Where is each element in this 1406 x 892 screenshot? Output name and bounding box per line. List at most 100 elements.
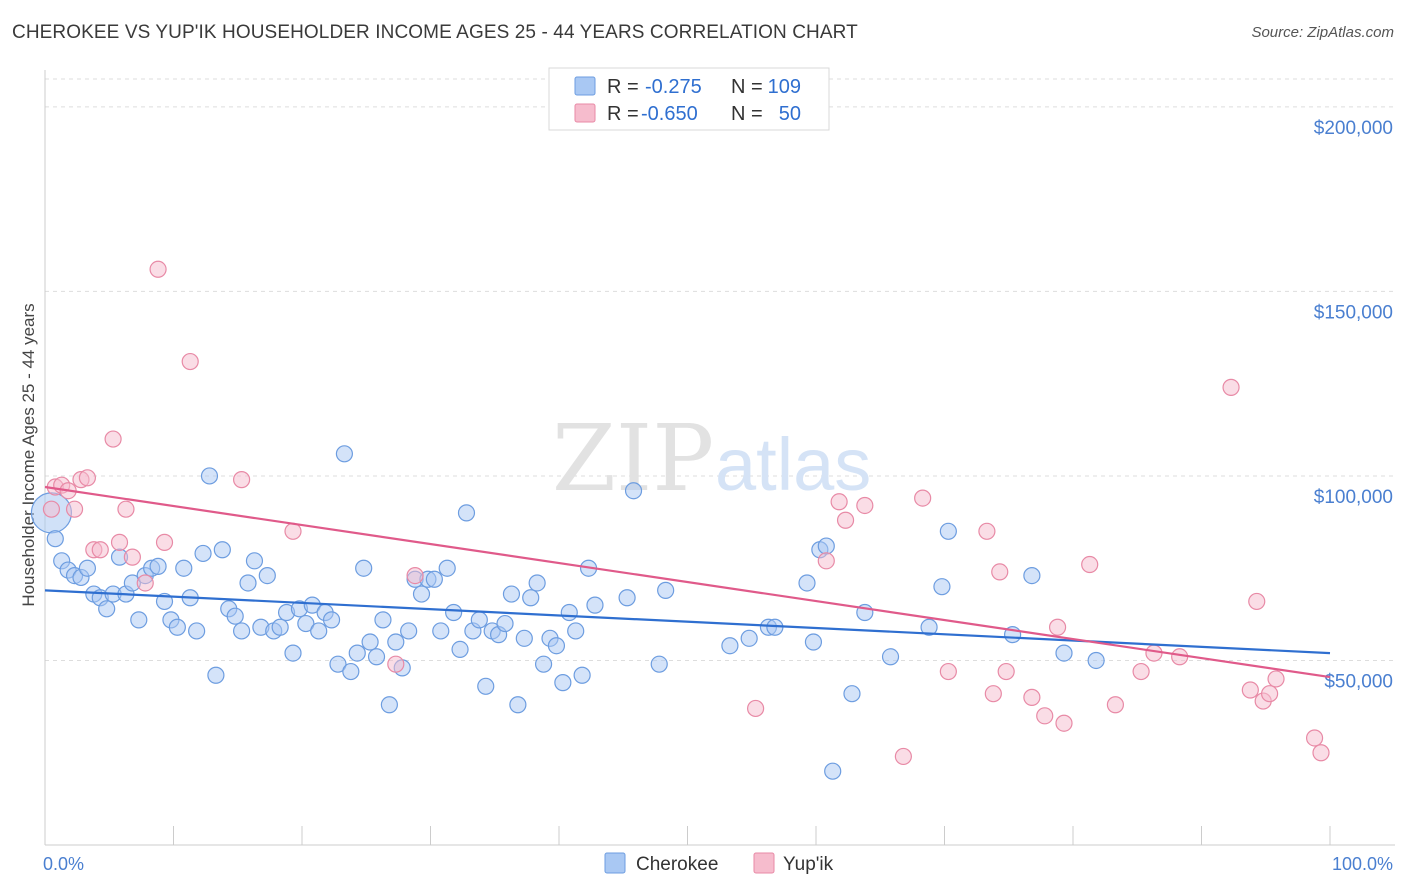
data-point [1023, 566, 1041, 585]
data-point [226, 607, 244, 625]
data-point [1023, 688, 1041, 706]
data-point [650, 655, 668, 673]
data-point [547, 637, 566, 655]
data-point [1048, 618, 1067, 636]
bottom-legend-yupik: Yup'ik [783, 854, 834, 875]
y-tick-label: $150,000 [1314, 302, 1393, 323]
x-tick-label-start: 0.0% [43, 854, 84, 874]
watermark-atlas: atlas [715, 423, 871, 506]
data-point [1248, 592, 1266, 611]
data-point [457, 504, 476, 522]
data-point [817, 552, 835, 570]
chart-title: CHEROKEE VS YUP'IK HOUSEHOLDER INCOME AG… [12, 22, 858, 43]
data-point [432, 622, 450, 640]
stats-legend: R = -0.275 N = 109 R = -0.650 N = 50 [548, 67, 830, 131]
data-point [502, 585, 521, 603]
data-point [149, 557, 167, 575]
data-point [567, 622, 585, 640]
legend-r-value-1: -0.275 [645, 76, 702, 98]
data-point [477, 677, 495, 695]
data-point [355, 559, 373, 577]
data-point [528, 574, 546, 592]
data-point [894, 747, 912, 766]
y-axis-title: Householder Income Ages 25 - 44 years [19, 303, 38, 606]
y-tick-label: $50,000 [1324, 671, 1393, 692]
data-point [271, 618, 289, 636]
data-point [1267, 670, 1285, 688]
data-point [470, 611, 488, 629]
x-tick-labels: 0.0% 100.0% [43, 854, 1393, 874]
data-point [258, 566, 276, 585]
y-tick-label: $200,000 [1314, 118, 1393, 139]
data-point [1087, 651, 1105, 670]
legend-r-value-2: -0.650 [641, 103, 698, 125]
data-point [155, 533, 174, 551]
data-point [554, 674, 572, 692]
data-point [830, 493, 848, 511]
series-yupik-points [42, 260, 1330, 766]
data-point [233, 622, 251, 640]
x-tick-label-end: 100.0% [1332, 854, 1393, 874]
data-point [98, 600, 116, 618]
data-point [657, 581, 675, 599]
data-point [110, 533, 129, 551]
trend-line-yupik [44, 485, 1331, 679]
data-point [104, 430, 122, 448]
data-point [798, 574, 816, 592]
data-point [747, 699, 765, 718]
data-point [46, 530, 64, 548]
data-point [933, 578, 951, 596]
legend-n-value-2: 50 [779, 103, 801, 125]
legend-swatch-yupik [574, 103, 596, 123]
data-point [618, 589, 636, 607]
y-tick-label: $100,000 [1314, 487, 1393, 508]
data-point [1241, 681, 1259, 699]
data-point [991, 563, 1009, 581]
data-point [117, 500, 135, 518]
data-point [387, 655, 405, 673]
legend-n-label-1: N = [731, 76, 763, 98]
data-point [342, 662, 360, 681]
data-point [1261, 685, 1279, 703]
data-point [534, 655, 553, 673]
data-point [188, 622, 206, 640]
data-point [329, 655, 347, 673]
data-point [624, 482, 643, 500]
data-point [123, 548, 141, 566]
data-point [515, 629, 533, 647]
data-point [200, 467, 219, 485]
data-point [181, 352, 199, 371]
trend-lines [44, 485, 1331, 679]
data-point [348, 644, 366, 662]
y-tick-labels: $50,000 $100,000 $150,000 $200,000 [1314, 118, 1393, 693]
data-point [560, 603, 578, 622]
bottom-legend-swatch-cherokee [604, 852, 626, 874]
data-point [78, 559, 97, 577]
data-point [213, 541, 231, 559]
data-point [245, 552, 264, 570]
data-point [843, 685, 861, 703]
data-point [445, 603, 463, 622]
data-point [297, 614, 315, 633]
data-point [380, 696, 398, 714]
bottom-legend-cherokee: Cherokee [636, 854, 718, 875]
data-point [374, 611, 392, 629]
data-point [509, 696, 527, 714]
data-point [939, 522, 957, 540]
data-point [310, 622, 328, 640]
data-point [1145, 644, 1163, 662]
data-point [1036, 707, 1054, 725]
data-point [836, 511, 855, 529]
data-point [1312, 744, 1330, 762]
legend-n-label-2: N = [731, 103, 763, 125]
data-point [335, 445, 354, 463]
data-point [412, 585, 431, 603]
data-point [91, 541, 109, 559]
grid-lines [45, 78, 1395, 661]
data-point [361, 633, 379, 651]
data-point [1305, 729, 1324, 747]
data-point [149, 260, 167, 278]
data-point [1081, 555, 1099, 574]
data-point [978, 522, 996, 540]
legend-n-value-1: 109 [768, 76, 801, 98]
